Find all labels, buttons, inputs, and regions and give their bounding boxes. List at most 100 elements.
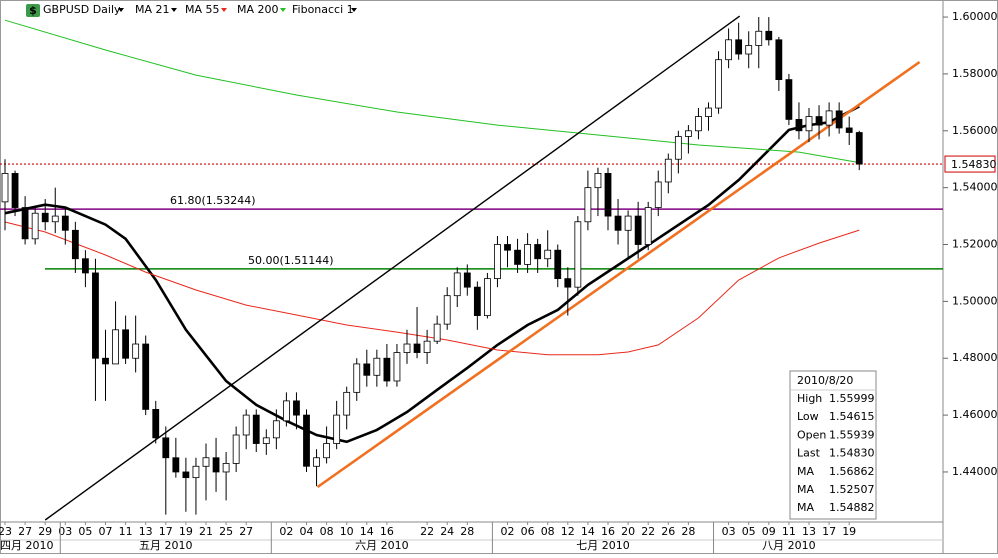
x-tick-label: 08: [320, 525, 334, 538]
candle-body: [795, 119, 803, 132]
plot-area: 61.80(1.53244) 50.00(1.51144): [0, 15, 943, 521]
candle-body: [162, 437, 170, 459]
candle-body: [815, 116, 823, 126]
info-label: MA: [797, 501, 814, 514]
candle-body: [544, 249, 552, 260]
candle-body: [614, 215, 622, 231]
x-tick-label: 19: [179, 525, 193, 538]
candle-body: [172, 457, 180, 473]
x-tick-label: 13: [802, 525, 816, 538]
legend-entry: MA 21: [135, 3, 170, 16]
candle-body: [483, 278, 491, 316]
candle-body: [383, 357, 391, 382]
x-tick-label: 17: [159, 525, 173, 538]
month-label: 七月 2010: [576, 539, 630, 552]
candle-body: [554, 249, 562, 280]
x-tick-label: 14: [581, 525, 595, 538]
info-date: 2010/8/20: [797, 374, 853, 387]
y-tick-label: 1.46000: [952, 408, 998, 421]
x-tick-label: 19: [842, 525, 856, 538]
candle-body: [41, 212, 49, 223]
candle-body: [604, 173, 612, 217]
candle-body: [845, 127, 853, 133]
candle-body: [323, 443, 331, 459]
y-tick-label: 1.52000: [952, 238, 998, 251]
x-tick-label: 26: [661, 525, 675, 538]
x-tick-label: 04: [300, 525, 314, 538]
candle-body: [735, 39, 743, 55]
candle-body: [182, 471, 190, 479]
candle-body: [132, 343, 140, 359]
candle-body: [835, 110, 843, 129]
candle-body: [785, 79, 793, 120]
info-value: 1.52507: [829, 483, 875, 496]
x-tick-label: 27: [239, 525, 253, 538]
candle-body: [443, 295, 451, 325]
x-tick-label: 29: [38, 525, 52, 538]
candle-body: [272, 420, 280, 439]
candle-body: [624, 215, 632, 231]
candle-body: [453, 272, 461, 297]
candle-body: [715, 59, 722, 109]
candle-body: [654, 181, 662, 208]
info-label: MA: [797, 465, 814, 478]
dropdown-caret: [221, 8, 227, 12]
candle-body: [504, 244, 511, 251]
month-label: 四月 2010: [0, 539, 54, 552]
candle-body: [695, 116, 702, 132]
x-tick-label: 25: [219, 525, 233, 538]
x-tick-label: 11: [119, 525, 133, 538]
chart-title: GBPUSD Daily: [43, 3, 121, 16]
x-tick-label: 02: [279, 525, 293, 538]
dropdown-caret: [171, 8, 177, 12]
candle-body: [252, 414, 260, 444]
candle-body: [775, 39, 783, 81]
candle-body: [353, 363, 361, 393]
candle-body: [152, 409, 160, 439]
y-tick-label: 1.50000: [952, 294, 998, 307]
x-tick-label: 08: [541, 525, 555, 538]
candle-body: [805, 116, 813, 132]
month-label: 五月 2010: [139, 539, 193, 552]
info-value: 1.54615: [829, 410, 875, 423]
candle-body: [664, 158, 672, 183]
candle-body: [413, 343, 421, 353]
candle-body: [725, 39, 732, 61]
x-tick-label: 22: [420, 525, 434, 538]
candle-body: [825, 110, 833, 126]
candle-body: [674, 136, 682, 160]
info-label: Open: [797, 428, 826, 441]
candle-body: [634, 215, 642, 245]
candle-body: [293, 400, 300, 416]
y-tick-label: 1.54000: [952, 181, 998, 194]
symbol-icon-glyph: $: [29, 4, 37, 17]
candle-body: [644, 207, 652, 245]
candle-body: [393, 352, 401, 382]
candle-body: [594, 173, 602, 189]
candle-body: [303, 414, 310, 467]
x-tick-label: 28: [460, 525, 474, 538]
x-tick-label: 05: [78, 525, 92, 538]
info-value: 1.56862: [829, 465, 875, 478]
info-label: Low: [797, 410, 819, 423]
candle-body: [11, 173, 19, 208]
candle-body: [222, 463, 230, 473]
candle-body: [494, 244, 501, 280]
candle-body: [282, 400, 290, 422]
moving-average-line: [4, 221, 860, 356]
candle-body: [745, 45, 753, 55]
candle-body: [685, 130, 692, 137]
candle-body: [524, 244, 531, 265]
candle-body: [61, 215, 69, 231]
info-panel: [789, 370, 877, 520]
candle-body: [765, 30, 773, 41]
candle-body: [82, 258, 89, 274]
x-tick-label: 23: [0, 525, 12, 538]
candle-body: [262, 437, 270, 444]
month-label: 六月 2010: [355, 539, 409, 552]
legend-entry: Fibonacci 1: [292, 3, 354, 16]
candle-body: [112, 329, 119, 365]
dropdown-caret: [118, 8, 124, 12]
info-label: MA: [797, 483, 814, 496]
